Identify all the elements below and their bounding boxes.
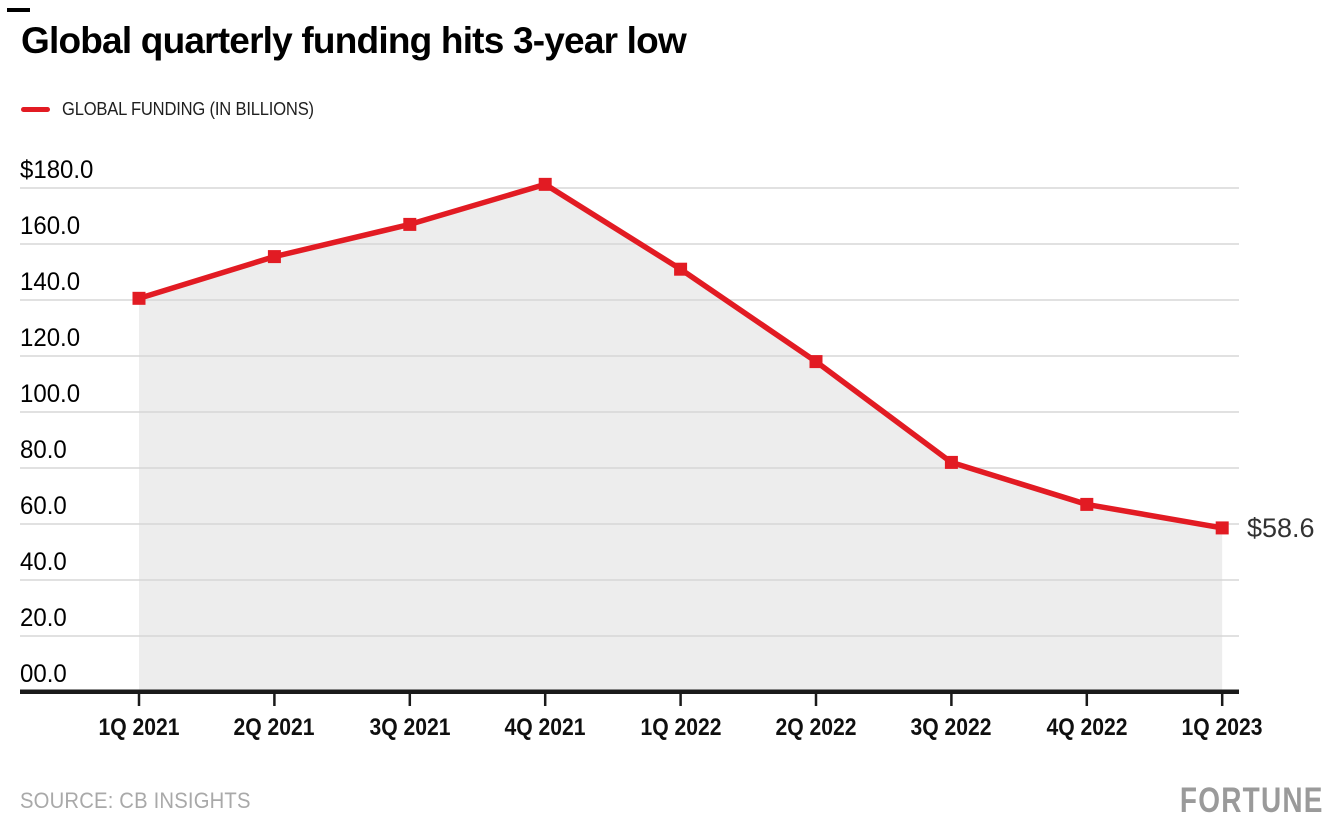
x-axis-tick — [679, 694, 682, 706]
data-point-marker — [674, 262, 688, 276]
x-axis-tick — [408, 694, 412, 706]
x-tick-label: 1Q 2021 — [98, 714, 180, 741]
x-axis-line — [20, 689, 1239, 694]
x-tick-label: 1Q 2023 — [1181, 714, 1263, 741]
chart-legend: GLOBAL FUNDING (IN BILLIONS) — [21, 96, 336, 122]
source-credit: SOURCE: CB INSIGHTS — [20, 788, 251, 813]
fortune-logo: FORTUNE — [1180, 781, 1324, 820]
data-point-marker — [267, 250, 281, 264]
data-point-marker — [403, 217, 417, 231]
y-tick-label: 100.0 — [20, 380, 81, 408]
x-tick-label: 4Q 2021 — [504, 714, 586, 741]
legend-line-swatch-icon — [21, 106, 50, 112]
x-tick-label: 2Q 2022 — [775, 714, 857, 741]
y-tick-label: 60.0 — [20, 492, 67, 520]
y-tick-label: 20.0 — [20, 604, 67, 632]
data-point-marker — [1215, 521, 1229, 535]
legend-label: GLOBAL FUNDING (IN BILLIONS) — [62, 98, 314, 119]
x-axis-tick — [1085, 694, 1089, 706]
top-rule-decoration — [7, 8, 30, 12]
y-tick-label: 00.0 — [20, 660, 67, 688]
chart-title: Global quarterly funding hits 3-year low — [21, 20, 687, 61]
y-tick-label: 120.0 — [20, 324, 81, 352]
y-tick-label: 140.0 — [20, 268, 81, 296]
data-point-marker — [538, 177, 552, 191]
x-tick-label: 1Q 2022 — [640, 714, 722, 741]
x-axis-tick — [137, 694, 141, 706]
y-tick-label: 80.0 — [20, 436, 67, 464]
data-point-marker — [1080, 497, 1094, 511]
data-point-marker — [132, 291, 146, 305]
last-point-value-label: $58.6 — [1247, 513, 1315, 543]
data-point-marker — [809, 355, 823, 369]
area-fill — [139, 184, 1223, 693]
x-tick-label: 2Q 2021 — [233, 714, 315, 741]
x-tick-label: 4Q 2022 — [1046, 714, 1128, 741]
y-tick-label: 40.0 — [20, 548, 67, 576]
y-tick-label: $180.0 — [20, 156, 94, 184]
x-axis-tick — [273, 694, 276, 706]
y-tick-label: 160.0 — [20, 212, 81, 240]
x-axis-tick — [1220, 694, 1224, 706]
x-axis-tick — [543, 694, 547, 706]
x-axis-tick — [814, 694, 818, 706]
data-point-marker — [944, 455, 958, 469]
x-tick-label: 3Q 2022 — [910, 714, 992, 741]
x-tick-label: 3Q 2021 — [369, 714, 451, 741]
x-axis-tick — [950, 694, 953, 706]
